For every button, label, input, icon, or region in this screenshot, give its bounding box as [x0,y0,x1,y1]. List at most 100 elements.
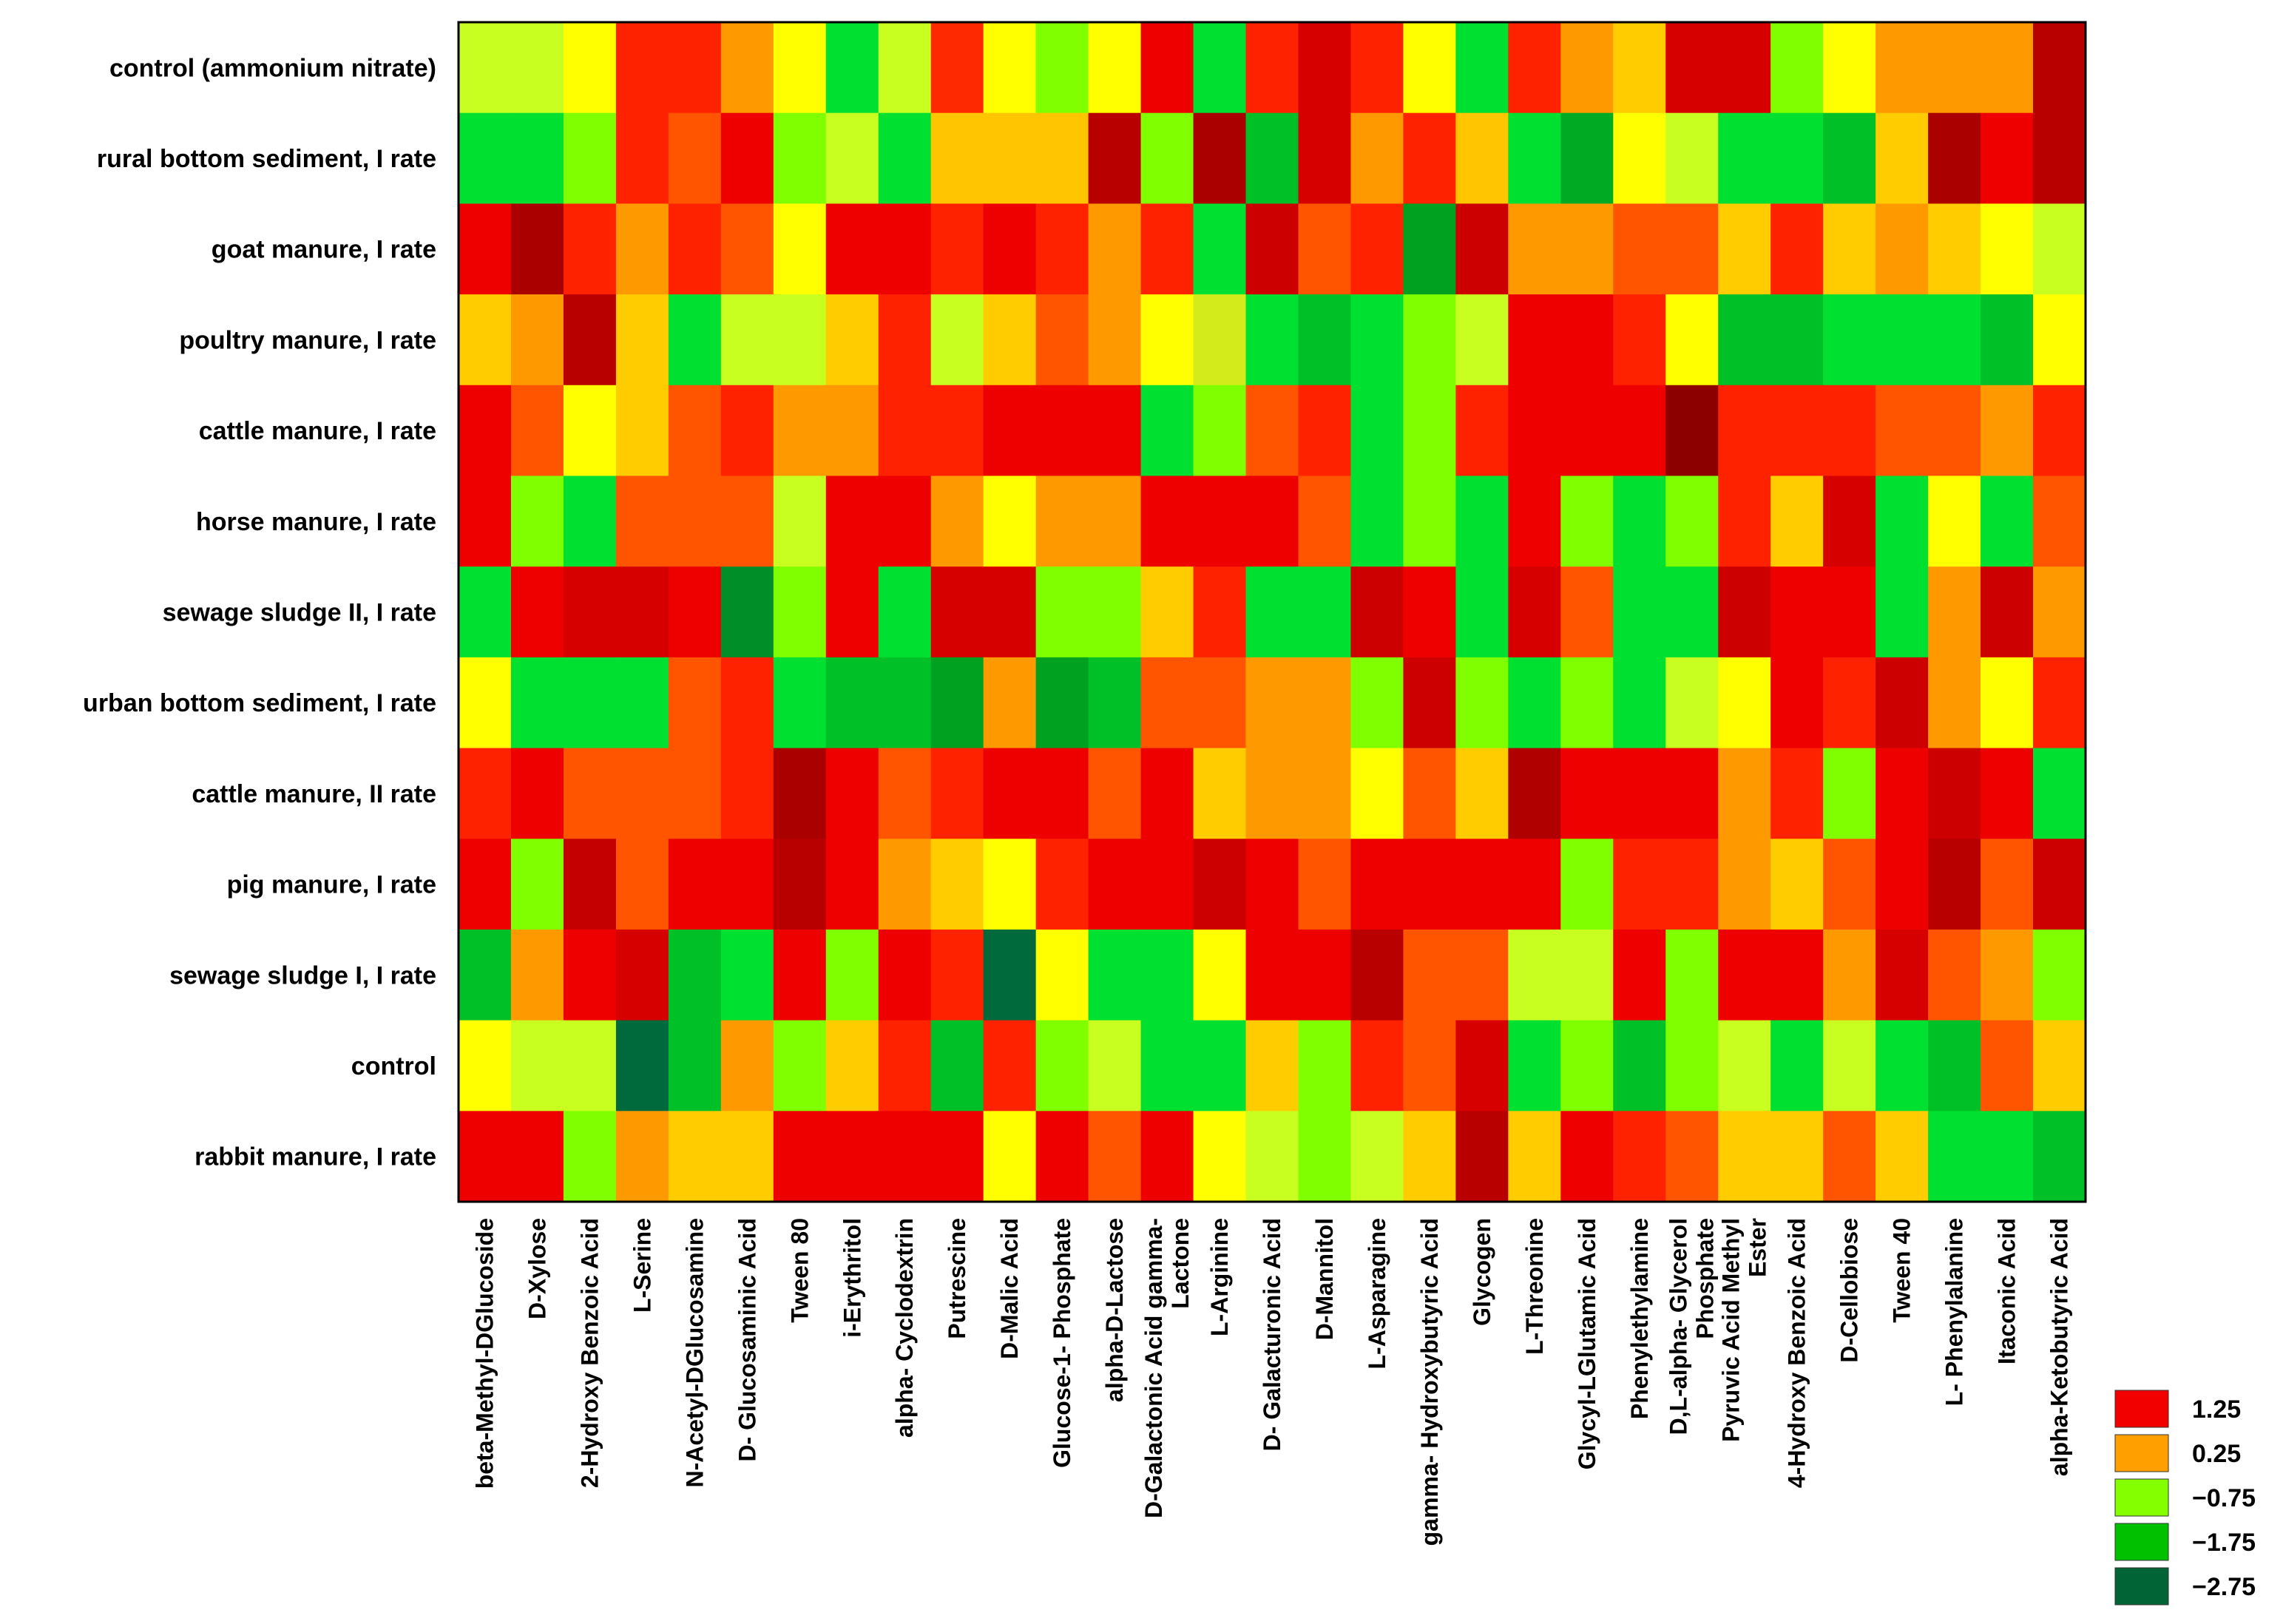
heatmap-cell [1981,929,2034,1021]
heatmap-cell [1140,294,1194,386]
heatmap-cell [773,657,827,749]
heatmap-cell [563,22,617,114]
heatmap-cell [1665,839,1719,930]
heatmap-cell [1298,294,1352,386]
heatmap-cell [1665,385,1719,477]
heatmap-cell [510,1111,564,1202]
heatmap-cell [1718,657,1771,749]
heatmap-cell [1876,566,1929,658]
heatmap-cell [1981,566,2034,658]
heatmap-cell [825,929,879,1021]
heatmap-cell [1035,22,1089,114]
heatmap-cell [773,476,827,567]
column-label: L-Arginine [1206,1218,1233,1336]
plot-frame [457,21,2087,1203]
heatmap-cell [1928,22,1981,114]
heatmap-cell [720,929,774,1021]
heatmap-cell [2033,112,2086,204]
heatmap-cell [1193,385,1247,477]
heatmap-cell [459,22,512,114]
column-label: i-Erythritol [839,1218,865,1338]
heatmap-cell [668,1020,722,1112]
column-label: D-Mannitol [1311,1218,1338,1340]
heatmap-cell [1403,1111,1456,1202]
heatmap-cell [825,566,879,658]
heatmap-cell [615,748,669,839]
heatmap-cell [878,748,932,839]
legend-label: −2.75 [2192,1573,2256,1601]
heatmap-cell [1560,1020,1614,1112]
heatmap-cell [930,1111,984,1202]
heatmap-cell [1403,203,1456,295]
heatmap-cell [1613,657,1666,749]
heatmap-cell [1350,294,1404,386]
heatmap-cell [615,1020,669,1112]
heatmap-cell [668,294,722,386]
heatmap-cell [1350,657,1404,749]
heatmap-cell [668,929,722,1021]
heatmap-cell [1140,22,1194,114]
heatmap-cell [1298,657,1352,749]
heatmap-cell [1981,748,2034,839]
heatmap-cell [720,385,774,477]
heatmap-cell [773,748,827,839]
heatmap-cell [1140,929,1194,1021]
heatmap-cell [878,476,932,567]
heatmap-cell [1770,1111,1824,1202]
heatmap-cell [983,1111,1037,1202]
heatmap-cell [1613,1020,1666,1112]
heatmap-cell [1298,203,1352,295]
heatmap-cell [510,566,564,658]
heatmap-cell [615,203,669,295]
heatmap-cell [773,385,827,477]
heatmap-cell [773,929,827,1021]
column-label: Glucose-1- Phosphate [1049,1218,1075,1468]
heatmap-cell [1193,476,1247,567]
heatmap-cell [615,22,669,114]
column-label: L-Serine [629,1218,655,1313]
heatmap-cell [1928,1020,1981,1112]
heatmap-cell [1876,1111,1929,1202]
column-label: D-Xylose [524,1218,550,1319]
heatmap-cell [930,1020,984,1112]
heatmap-cell [1981,294,2034,386]
heatmap-cell [825,748,879,839]
heatmap-cell [563,566,617,658]
heatmap-cell [1508,476,1561,567]
heatmap-cell [2033,203,2086,295]
heatmap-cell [1718,476,1771,567]
heatmap-cell [1560,748,1614,839]
heatmap-cell [1035,476,1089,567]
heatmap-cell [1140,657,1194,749]
heatmap-cell [983,203,1037,295]
heatmap-cell [1245,294,1299,386]
heatmap-cell [459,839,512,930]
color-legend: 1.25 0.25 −0.75 −1.75 −2.75 [2114,1390,2256,1606]
column-label: alpha-D-Lactose [1101,1218,1128,1402]
heatmap-cell [1088,748,1142,839]
heatmap-cell [615,294,669,386]
heatmap-cell [1560,112,1614,204]
heatmap-cell [1140,203,1194,295]
heatmap-cell [1350,1020,1404,1112]
heatmap-cell [720,1020,774,1112]
heatmap-cell [1876,1020,1929,1112]
heatmap-cell [1245,657,1299,749]
heatmap-cell [930,929,984,1021]
heatmap-cell [1770,112,1824,204]
column-label: Lactone [1167,1218,1194,1309]
heatmap-cell [1718,1020,1771,1112]
row-label: pig manure, I rate [227,871,436,899]
heatmap-cell [1876,385,1929,477]
heatmap-cell [1613,476,1666,567]
heatmap-cell [668,385,722,477]
heatmap-cell [1035,294,1089,386]
heatmap-cell [720,1111,774,1202]
heatmap-cell [1455,839,1509,930]
heatmap-cell [563,657,617,749]
heatmap-cell [720,748,774,839]
heatmap-cell [1140,112,1194,204]
heatmap-cell [930,112,984,204]
heatmap-cell [983,657,1037,749]
heatmap-cell [773,1020,827,1112]
